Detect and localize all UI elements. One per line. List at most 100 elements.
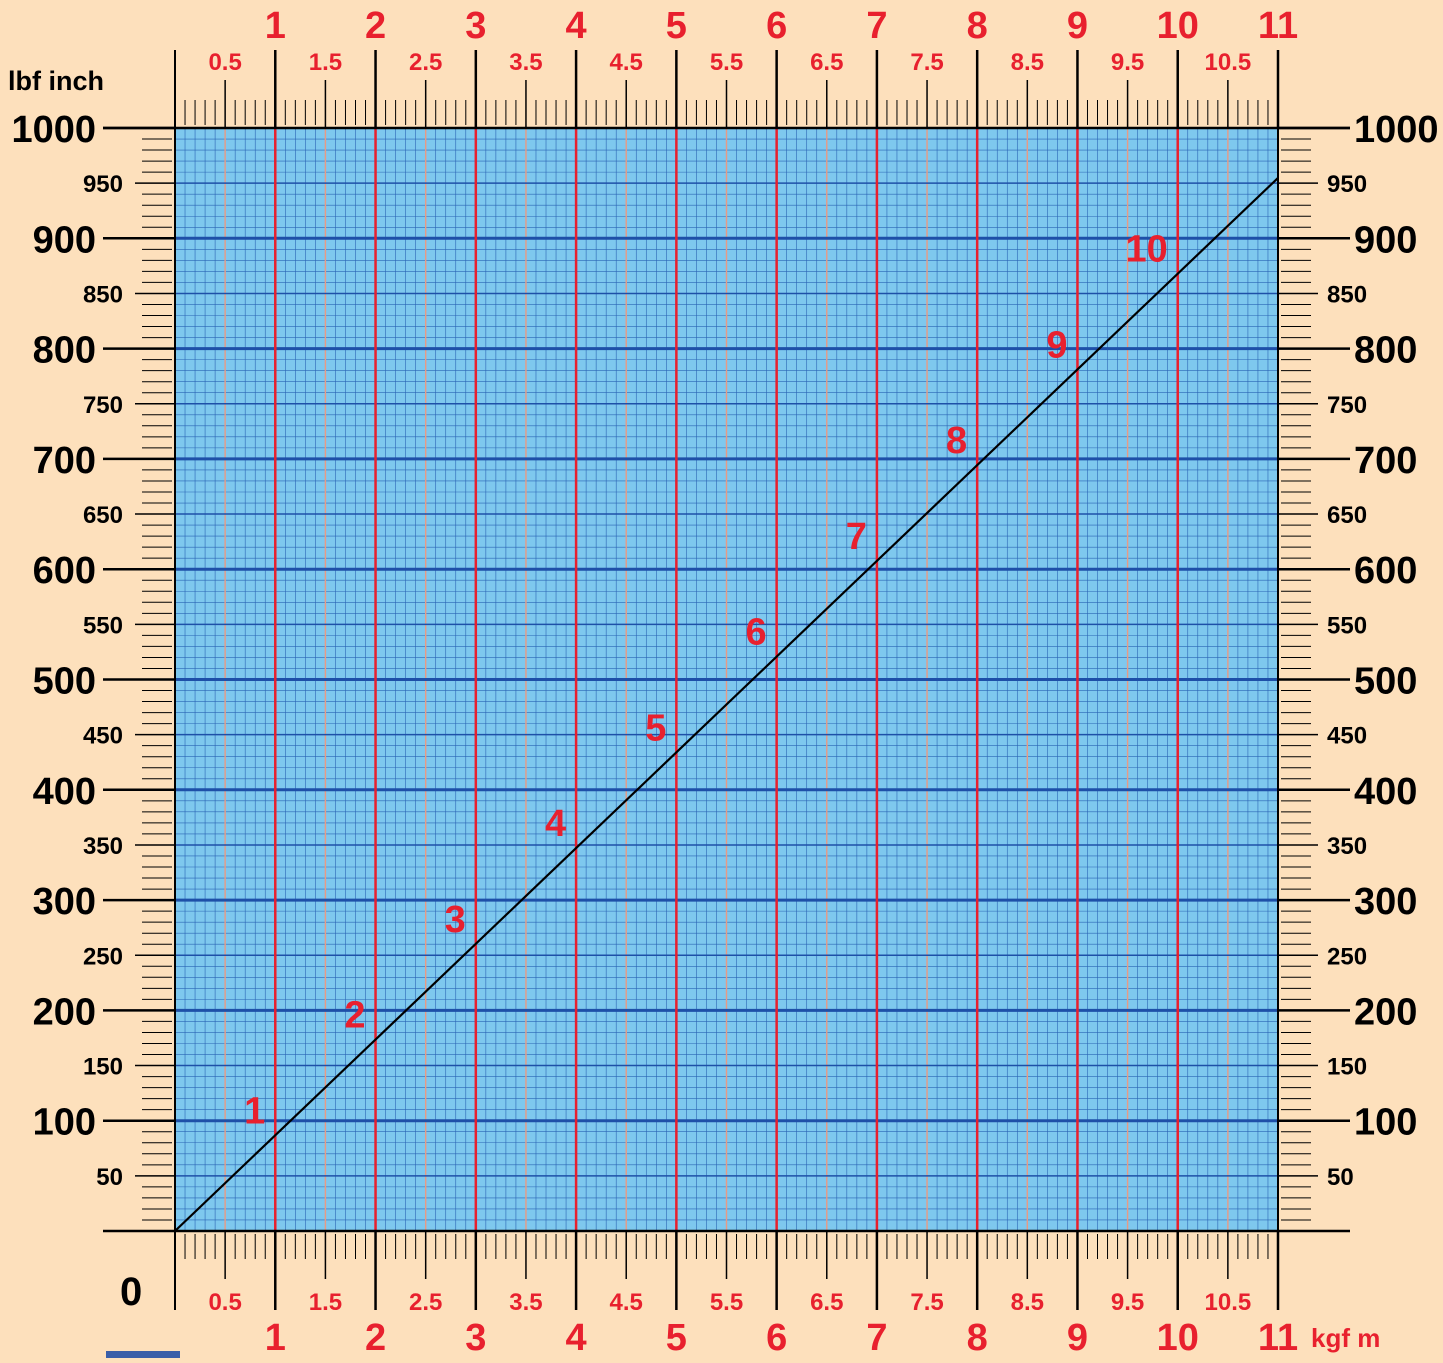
y-tick-label-major-right: 600 (1354, 550, 1417, 592)
data-label: 1 (244, 1090, 265, 1132)
y-tick-label-major-right: 1000 (1354, 109, 1439, 151)
x-tick-label-minor-bottom: 0.5 (208, 1289, 241, 1316)
origin-label: 0 (120, 1270, 143, 1314)
x-tick-label-major-top: 1 (265, 5, 286, 47)
x-tick-label-minor-bottom: 1.5 (309, 1289, 342, 1316)
x-tick-label-major-bottom: 6 (766, 1317, 787, 1358)
y-tick-label-major-left: 700 (33, 440, 96, 482)
x-tick-label-minor-top: 5.5 (710, 49, 743, 76)
data-label: 4 (545, 803, 566, 845)
y-tick-label-minor-right: 350 (1327, 833, 1367, 860)
y-tick-label-major-right: 100 (1354, 1102, 1417, 1144)
x-tick-label-minor-bottom: 9.5 (1111, 1289, 1144, 1316)
y-tick-label-major-left: 400 (33, 771, 96, 813)
x-tick-label-major-top: 10 (1157, 5, 1199, 47)
data-label: 5 (645, 707, 666, 749)
x-tick-label-major-bottom: 1 (265, 1317, 286, 1358)
x-tick-label-minor-bottom: 10.5 (1205, 1289, 1252, 1316)
x-tick-label-minor-top: 0.5 (208, 49, 241, 76)
x-tick-label-minor-bottom: 7.5 (910, 1289, 943, 1316)
y-tick-label-minor-right: 450 (1327, 723, 1367, 750)
y-tick-label-minor-right: 950 (1327, 171, 1367, 198)
x-tick-label-minor-top: 10.5 (1205, 49, 1252, 76)
x-tick-label-minor-bottom: 5.5 (710, 1289, 743, 1316)
y-tick-label-minor-right: 550 (1327, 612, 1367, 639)
x-tick-label-major-bottom: 5 (666, 1317, 687, 1358)
x-tick-label-minor-bottom: 3.5 (509, 1289, 542, 1316)
series-line (174, 177, 1279, 1232)
x-tick-label-major-top: 4 (566, 5, 587, 47)
y-tick-label-minor-right: 650 (1327, 502, 1367, 529)
y-tick-label-minor-left: 150 (83, 1054, 123, 1081)
x-tick-label-major-top: 3 (465, 5, 486, 47)
data-label: 6 (745, 612, 766, 654)
x-tick-label-major-top: 5 (666, 5, 687, 47)
x-tick-label-major-top: 2 (365, 5, 386, 47)
x-tick-label-major-top: 6 (766, 5, 787, 47)
y-tick-label-minor-right: 850 (1327, 281, 1367, 308)
y-tick-label-minor-left: 350 (83, 833, 123, 860)
data-label: 2 (344, 995, 365, 1037)
x-tick-label-major-bottom: 10 (1157, 1317, 1199, 1358)
y-tick-label-major-right: 200 (1354, 991, 1417, 1033)
y-tick-label-major-left: 900 (33, 219, 96, 261)
x-tick-label-minor-top: 9.5 (1111, 49, 1144, 76)
y-tick-label-minor-left: 950 (83, 171, 123, 198)
x-tick-label-major-bottom: 9 (1067, 1317, 1088, 1358)
y-tick-label-minor-left: 750 (83, 392, 123, 419)
y-tick-label-minor-right: 150 (1327, 1054, 1367, 1081)
x-tick-label-minor-top: 1.5 (309, 49, 342, 76)
x-tick-label-major-top: 9 (1067, 5, 1088, 47)
y-tick-label-minor-left: 650 (83, 502, 123, 529)
x-tick-label-major-top: 8 (967, 5, 988, 47)
data-label: 7 (846, 516, 867, 558)
y-tick-label-major-right: 500 (1354, 661, 1417, 703)
x-tick-label-major-top: 11 (1258, 5, 1298, 47)
data-label: 3 (445, 899, 466, 941)
y-tick-label-major-left: 600 (33, 550, 96, 592)
x-tick-label-minor-top: 4.5 (610, 49, 643, 76)
x-tick-label-major-top: 7 (866, 5, 887, 47)
y-tick-label-minor-right: 750 (1327, 392, 1367, 419)
x-tick-label-minor-top: 3.5 (509, 49, 542, 76)
x-tick-label-minor-bottom: 2.5 (409, 1289, 442, 1316)
y-tick-label-major-left: 1000 (11, 109, 96, 151)
y-tick-label-major-left: 200 (33, 991, 96, 1033)
x-tick-label-minor-top: 7.5 (910, 49, 943, 76)
y-tick-label-major-right: 800 (1354, 330, 1417, 372)
corner-badge (106, 1351, 180, 1358)
x-tick-label-major-bottom: 2 (365, 1317, 386, 1358)
y-tick-label-major-right: 400 (1354, 771, 1417, 813)
y-tick-label-minor-left: 250 (83, 943, 123, 970)
x-tick-label-major-bottom: 11 (1258, 1317, 1298, 1358)
x-tick-label-minor-bottom: 8.5 (1011, 1289, 1044, 1316)
data-label: 8 (946, 420, 967, 462)
y-tick-label-minor-right: 50 (1327, 1164, 1354, 1191)
y-tick-label-major-left: 500 (33, 661, 96, 703)
y-axis-unit-label: lbf inch (8, 66, 104, 96)
x-tick-label-minor-top: 6.5 (810, 49, 843, 76)
x-tick-label-major-bottom: 3 (465, 1317, 486, 1358)
y-tick-label-minor-left: 850 (83, 281, 123, 308)
x-tick-label-minor-top: 2.5 (409, 49, 442, 76)
y-tick-label-major-left: 300 (33, 881, 96, 923)
x-tick-label-major-bottom: 7 (866, 1317, 887, 1358)
x-axis-unit-label: kgf m (1311, 1323, 1381, 1353)
y-tick-label-minor-left: 50 (96, 1164, 123, 1191)
y-tick-label-major-left: 100 (33, 1102, 96, 1144)
y-tick-label-major-left: 800 (33, 330, 96, 372)
data-label: 10 (1125, 229, 1167, 271)
x-tick-label-minor-top: 8.5 (1011, 49, 1044, 76)
y-tick-label-minor-right: 250 (1327, 943, 1367, 970)
data-label: 9 (1046, 324, 1067, 366)
y-tick-label-major-right: 900 (1354, 219, 1417, 261)
x-tick-label-minor-bottom: 4.5 (610, 1289, 643, 1316)
x-tick-label-major-bottom: 8 (967, 1317, 988, 1358)
y-tick-label-minor-left: 450 (83, 723, 123, 750)
y-tick-label-major-right: 700 (1354, 440, 1417, 482)
y-tick-label-major-right: 300 (1354, 881, 1417, 923)
y-tick-label-minor-left: 550 (83, 612, 123, 639)
x-tick-label-major-bottom: 4 (566, 1317, 587, 1358)
